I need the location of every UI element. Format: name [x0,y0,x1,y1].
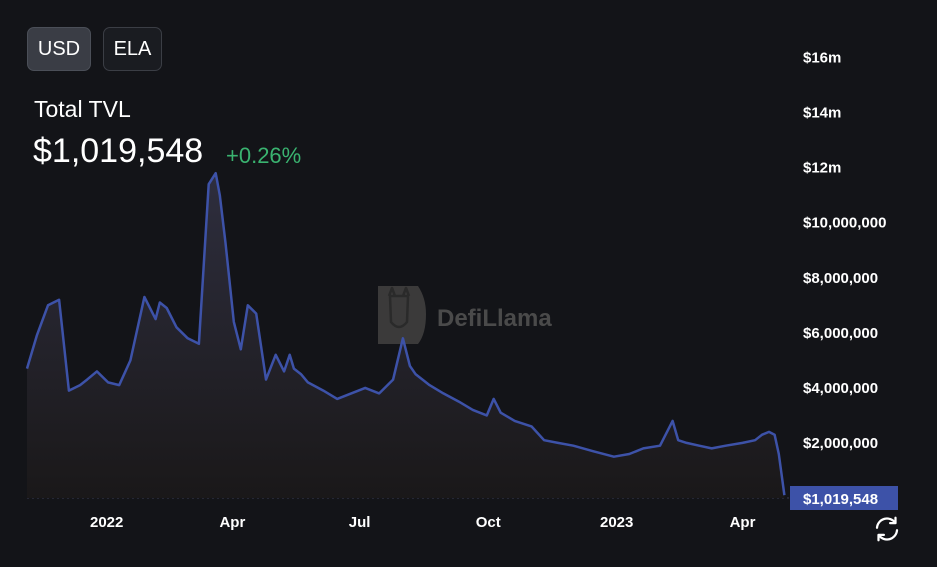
x-tick-label: Oct [476,514,501,531]
x-tick-label: Jul [349,514,371,531]
current-value-text: $1,019,548 [803,491,878,508]
x-tick-label: Apr [730,514,756,531]
watermark: DefiLlama [378,286,552,344]
metric-title: Total TVL [34,96,131,122]
y-tick-label: $4,000,000 [803,380,878,397]
ela-toggle-button[interactable]: ELA [103,27,162,71]
metric-change: +0.26% [226,143,302,168]
y-tick-label: $12m [803,160,841,177]
y-tick-label: $14m [803,105,841,122]
x-axis: 2022 Apr Jul Oct 2023 Apr [90,514,756,531]
currency-toggle: USD ELA [27,27,162,71]
x-tick-label: 2022 [90,514,123,531]
watermark-text: DefiLlama [437,305,552,332]
area-fill [27,173,785,498]
y-tick-label: $6,000,000 [803,325,878,342]
y-tick-label: $8,000,000 [803,270,878,287]
refresh-button[interactable] [872,514,902,544]
y-axis: $16m $14m $12m $10,000,000 $8,000,000 $6,000,… [803,50,886,452]
y-tick-label: $16m [803,50,841,67]
series-line [25,171,786,496]
metric-value: $1,019,548 [33,132,204,170]
refresh-icon [875,516,899,542]
current-value-box [790,486,898,510]
llama-logo-icon [378,286,426,344]
current-value-label: $1,019,548 [790,486,898,510]
x-tick-label: 2023 [600,514,633,531]
y-tick-label: $2,000,000 [803,435,878,452]
usd-toggle-button[interactable]: USD [27,27,91,71]
y-tick-label: $10,000,000 [803,215,886,232]
x-tick-label: Apr [219,514,245,531]
